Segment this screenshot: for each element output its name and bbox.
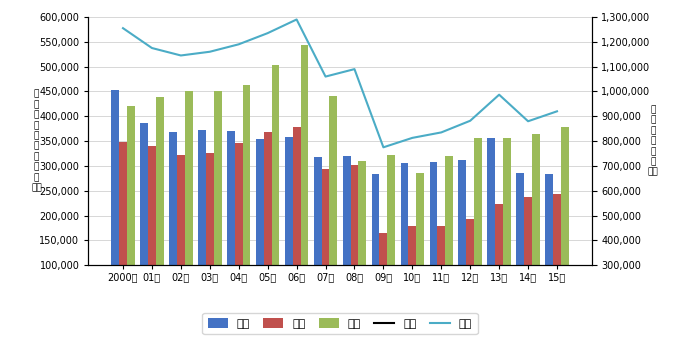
Bar — [495, 204, 503, 315]
総数 — [524, 119, 532, 123]
木造 — [553, 287, 561, 291]
Bar — [329, 96, 337, 315]
Bar — [256, 139, 264, 315]
Bar — [264, 132, 271, 315]
Bar — [372, 174, 379, 315]
Bar — [516, 173, 524, 315]
木造 — [495, 282, 503, 286]
Bar — [524, 197, 532, 315]
総数 — [235, 42, 243, 46]
総数 — [177, 53, 185, 57]
Bar — [285, 137, 292, 315]
Bar — [458, 160, 466, 315]
総数 — [466, 119, 474, 123]
Bar — [430, 163, 437, 315]
Bar — [243, 85, 250, 315]
Bar — [140, 123, 148, 315]
Bar — [198, 130, 206, 315]
Line: 総数: 総数 — [123, 19, 557, 147]
総数 — [206, 50, 214, 54]
総数 — [350, 67, 358, 71]
Y-axis label: 戸
持
家
・
貸
家
・
分
譲
（）: 戸 持 家 ・ 貸 家 ・ 分 譲 （） — [31, 90, 42, 192]
木造 — [148, 285, 156, 289]
Bar — [388, 155, 395, 315]
Bar — [379, 233, 388, 315]
Bar — [561, 127, 568, 315]
Bar — [214, 91, 222, 315]
木造 — [322, 287, 330, 291]
総数 — [119, 26, 127, 30]
Legend: 持家, 分譲, 貸家, 木造, 総数: 持家, 分譲, 貸家, 木造, 総数 — [203, 313, 477, 335]
Bar — [488, 138, 495, 315]
木造 — [379, 296, 388, 300]
総数 — [148, 46, 156, 50]
Bar — [112, 90, 119, 315]
木造 — [119, 281, 127, 285]
Bar — [351, 165, 358, 315]
Bar — [343, 156, 351, 315]
Bar — [301, 45, 308, 315]
木造 — [235, 284, 243, 288]
Bar — [148, 146, 156, 315]
木造 — [177, 288, 185, 292]
総数 — [437, 130, 445, 134]
Bar — [466, 219, 474, 315]
木造 — [437, 292, 445, 296]
Bar — [503, 138, 511, 315]
Y-axis label: 戸
総
数
・
木
造
（）: 戸 総 数 ・ 木 造 （） — [648, 105, 659, 177]
総数 — [264, 31, 272, 35]
Bar — [177, 154, 185, 315]
総数 — [553, 109, 561, 113]
木造 — [264, 282, 272, 286]
総数 — [322, 74, 330, 79]
Bar — [156, 98, 164, 315]
Bar — [271, 65, 279, 315]
Bar — [437, 226, 445, 315]
Bar — [235, 142, 243, 315]
Bar — [545, 174, 553, 315]
木造 — [408, 293, 416, 298]
Bar — [474, 138, 482, 315]
Line: 木造: 木造 — [123, 283, 557, 298]
総数 — [408, 136, 416, 140]
Bar — [206, 153, 214, 315]
木造 — [524, 288, 532, 292]
木造 — [466, 290, 474, 294]
木造 — [350, 286, 358, 290]
Bar — [401, 164, 409, 315]
Bar — [119, 142, 127, 315]
Bar — [292, 127, 301, 315]
Bar — [169, 132, 177, 315]
総数 — [495, 92, 503, 97]
木造 — [292, 280, 301, 285]
木造 — [206, 285, 214, 289]
Bar — [185, 91, 192, 315]
Bar — [313, 157, 322, 315]
総数 — [379, 145, 388, 149]
Bar — [127, 106, 135, 315]
Bar — [532, 134, 540, 315]
Bar — [553, 194, 561, 315]
Bar — [358, 162, 367, 315]
Bar — [322, 169, 329, 315]
総数 — [292, 17, 301, 21]
Bar — [409, 226, 416, 315]
Bar — [227, 131, 235, 315]
Bar — [416, 173, 424, 315]
Bar — [445, 156, 453, 315]
